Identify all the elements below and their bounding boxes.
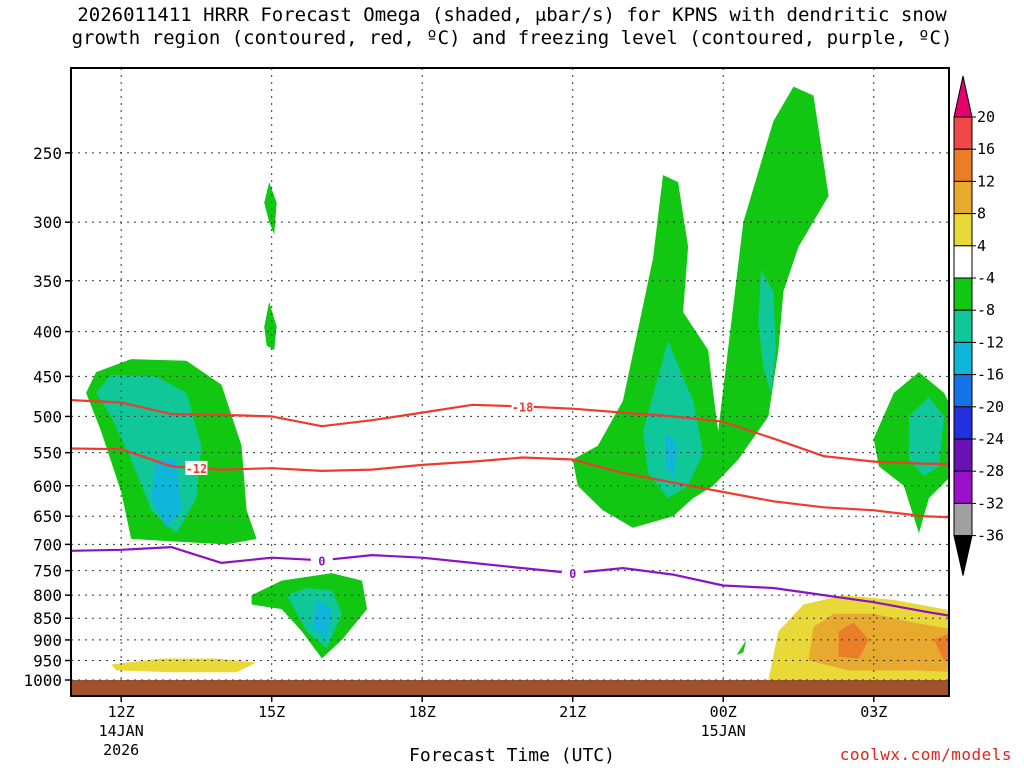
colorbar-label: -8 <box>977 301 995 319</box>
colorbar-label: -12 <box>977 333 1004 351</box>
y-tick-label: 550 <box>33 444 62 463</box>
temperature-contours: -18 -12 0 0 <box>71 399 949 617</box>
x-tick-label: 00Z <box>710 703 737 721</box>
y-tick-label: 650 <box>33 507 62 526</box>
shaded-region-upper-left-sink <box>316 77 428 247</box>
colorbar-swatch <box>953 438 973 472</box>
contour-label-bg <box>310 553 333 568</box>
colorbar-swatch <box>953 116 973 150</box>
shaded-region-sink-18z-bottom <box>367 562 769 680</box>
title-line-2: growth region (contoured, red, ºC) and f… <box>71 27 953 49</box>
contour-label: -18 <box>512 400 534 414</box>
colorbar-swatch <box>953 245 973 279</box>
colorbar-label: -32 <box>977 494 1004 512</box>
colorbar-swatch <box>953 374 973 408</box>
y-tick-label: 850 <box>33 609 62 628</box>
y-tick-label: 750 <box>33 562 62 581</box>
y-tick-label: 500 <box>33 407 62 426</box>
colorbar-label: 12 <box>977 172 995 190</box>
colorbar-swatch <box>953 470 973 504</box>
contour-label-bg <box>561 566 584 581</box>
shaded-region-ascent-left-inner <box>151 459 182 528</box>
shaded-region-low-ascent-mid-inner <box>311 599 332 640</box>
y-tick-label: 950 <box>33 651 62 670</box>
shaded-region-small-ascent-400 <box>264 301 277 351</box>
plot-frame <box>70 67 950 697</box>
colorbar-label: 8 <box>977 205 986 223</box>
shaded-region-sink-right-bottom-16a <box>838 622 869 659</box>
shaded-region-ascent-far-right-core <box>908 396 944 477</box>
contour-line--12 <box>71 447 949 519</box>
x-tick-label: 03Z <box>860 703 887 721</box>
shaded-region-ascent-right-tall-core <box>643 341 704 499</box>
shaded-region-sink-right-bottom-16b <box>933 633 949 661</box>
x-axis-label: Forecast Time (UTC) <box>409 745 615 766</box>
colorbar-label: -28 <box>977 462 1004 480</box>
x-tick-year: 2026 <box>103 741 139 759</box>
y-tick-label: 800 <box>33 586 62 605</box>
ground-bar <box>71 680 949 696</box>
shaded-region-mid-sink-blob <box>362 331 483 432</box>
colorbar-label: 4 <box>977 237 986 255</box>
shaded-region-ascent-right-strip <box>758 269 776 393</box>
x-tick-label: 12Z <box>108 703 135 721</box>
y-tick-label: 1000 <box>23 671 62 690</box>
contour-line-0 <box>71 545 949 617</box>
colorbar-label: -4 <box>977 269 995 287</box>
colorbar-label: 20 <box>977 108 995 126</box>
y-tick-label: 900 <box>33 631 62 650</box>
colorbar-swatch <box>953 180 973 215</box>
shaded-region-small-ascent-300 <box>264 182 277 235</box>
source-credit: coolwx.com/models <box>839 745 1012 764</box>
contour-label-bg <box>511 399 534 414</box>
chart-title: 2026011411 HRRR Forecast Omega (shaded, … <box>0 4 1024 50</box>
title-line-1: 2026011411 HRRR Forecast Omega (shaded, … <box>77 4 947 26</box>
colorbar-top-arrow <box>953 75 973 118</box>
colorbar-swatch <box>953 277 973 311</box>
colorbar-label: -20 <box>977 398 1004 416</box>
y-tick-label: 350 <box>33 272 62 291</box>
colorbar-label: -16 <box>977 366 1004 384</box>
colorbar-swatch <box>953 309 973 343</box>
contour-label: 0 <box>569 567 576 581</box>
y-tick-label: 700 <box>33 535 62 554</box>
y-tick-label: 250 <box>33 144 62 163</box>
shaded-region-sink-bottom-left-inner <box>111 658 257 673</box>
y-axis: 250 300 350 400 450 500 550 600 650 700 750 800 850 9… <box>23 144 71 690</box>
shaded-region-ascent-right-inner <box>665 431 679 480</box>
colorbar-swatch <box>953 502 973 537</box>
x-tick-label: 15Z <box>258 703 285 721</box>
contour-label: -12 <box>186 462 208 476</box>
y-tick-label: 300 <box>33 213 62 232</box>
colorbar-swatch <box>953 341 973 376</box>
y-tick-label: 400 <box>33 323 62 342</box>
colorbar-label: -24 <box>977 430 1004 448</box>
x-tick-date: 15JAN <box>701 722 746 740</box>
contour-label-bg <box>185 460 208 475</box>
x-tick-label: 18Z <box>409 703 436 721</box>
colorbar-swatch <box>953 148 973 182</box>
colorbar-label: -36 <box>977 527 1004 545</box>
colorbar: 20 16 12 8 4 -4 -8 -12 -16 -20 -24 -28 -32 -36 <box>953 75 1004 576</box>
contour-label: 0 <box>318 554 325 568</box>
colorbar-swatch <box>953 406 973 440</box>
shaded-region-sink-right-bottom-12 <box>808 613 949 672</box>
x-tick-date: 14JAN <box>99 722 144 740</box>
shaded-region-ascent-right-tall <box>572 86 829 528</box>
colorbar-label: 16 <box>977 140 995 158</box>
colorbar-swatch <box>953 213 973 247</box>
colorbar-bottom-arrow <box>953 535 973 576</box>
x-tick-label: 21Z <box>559 703 586 721</box>
y-tick-label: 600 <box>33 477 62 496</box>
y-tick-label: 450 <box>33 367 62 386</box>
